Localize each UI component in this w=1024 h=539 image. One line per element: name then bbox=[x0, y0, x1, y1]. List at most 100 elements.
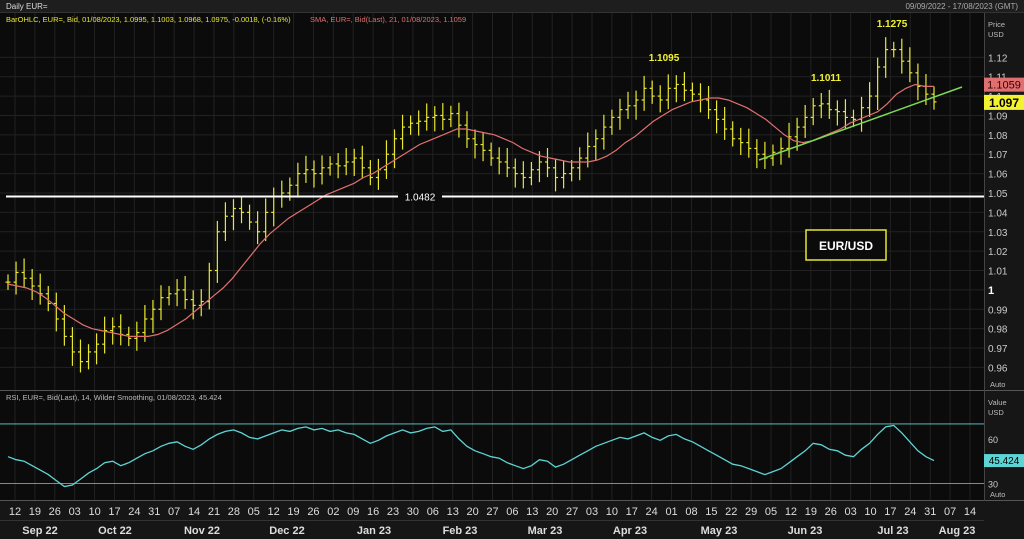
ohlc-bar bbox=[810, 98, 816, 126]
ohlc-bar bbox=[142, 305, 148, 342]
ohlc-bar bbox=[69, 327, 75, 366]
ohlc-bar bbox=[593, 129, 599, 161]
ohlc-bar bbox=[29, 268, 35, 300]
rsi-value-tag bbox=[984, 454, 1024, 468]
x-month-label: Jul 23 bbox=[877, 525, 908, 537]
ohlc-bar bbox=[222, 202, 228, 242]
x-day-label: 07 bbox=[168, 506, 180, 518]
x-month-label: Oct 22 bbox=[98, 525, 132, 537]
ohlc-bar bbox=[102, 316, 108, 354]
price-tick-label: 0.98 bbox=[988, 325, 1008, 336]
ohlc-bar bbox=[714, 100, 720, 134]
x-day-label: 21 bbox=[208, 506, 220, 518]
ohlc-bar bbox=[158, 285, 164, 321]
ohlc-bar bbox=[802, 105, 808, 138]
ohlc-bar bbox=[931, 86, 937, 110]
ohlc-bar bbox=[915, 63, 921, 101]
x-day-label: 16 bbox=[367, 506, 379, 518]
x-day-label: 02 bbox=[327, 506, 339, 518]
x-day-label: 27 bbox=[566, 506, 578, 518]
x-day-label: 03 bbox=[586, 506, 598, 518]
x-day-label: 17 bbox=[626, 506, 638, 518]
price-axis-bg bbox=[984, 13, 1024, 390]
x-day-label: 07 bbox=[944, 506, 956, 518]
ohlc-bar bbox=[230, 199, 236, 231]
ohlc-bar bbox=[383, 140, 389, 180]
x-day-label: 26 bbox=[49, 506, 61, 518]
annotation-high-jun: 1.1011 bbox=[811, 73, 841, 84]
x-month-label: Jun 23 bbox=[788, 525, 823, 537]
rsi-tick-label: 60 bbox=[988, 435, 998, 445]
price-axis-title: Price bbox=[988, 20, 1005, 29]
price-tick-label: 0.97 bbox=[988, 344, 1008, 355]
ohlc-bar bbox=[617, 98, 623, 130]
support-label: 1.0482 bbox=[405, 192, 436, 203]
ohlc-bar bbox=[665, 74, 671, 110]
price-axis-unit: USD bbox=[988, 30, 1004, 39]
ohlc-legend: BarOHLC, EUR=, Bid, 01/08/2023, 1.0995, … bbox=[6, 15, 291, 24]
x-day-label: 29 bbox=[745, 506, 757, 518]
ohlc-bar bbox=[303, 155, 309, 183]
x-month-label: May 23 bbox=[701, 525, 738, 537]
price-tick-label: 1.06 bbox=[988, 170, 1008, 181]
ohlc-bar bbox=[351, 148, 357, 176]
x-month-label: Mar 23 bbox=[528, 525, 563, 537]
price-auto-label[interactable]: Auto bbox=[990, 380, 1005, 389]
ohlc-bar bbox=[577, 147, 583, 181]
ohlc-bar bbox=[110, 317, 116, 345]
ohlc-bar bbox=[480, 132, 486, 162]
last-price-tag-text: 1.097 bbox=[989, 96, 1019, 110]
sma-line bbox=[7, 83, 934, 337]
x-day-label: 26 bbox=[825, 506, 837, 518]
ohlc-bar bbox=[907, 47, 913, 83]
ohlc-bar bbox=[706, 86, 712, 119]
ohlc-bar bbox=[247, 204, 253, 230]
x-day-label: 01 bbox=[665, 506, 677, 518]
ohlc-bar bbox=[182, 275, 188, 309]
price-tick-label: 1 bbox=[988, 285, 994, 297]
sma-legend: SMA, EUR=, Bid(Last), 21, 01/08/2023, 1.… bbox=[310, 15, 466, 24]
x-month-label: Feb 23 bbox=[443, 525, 478, 537]
ohlc-bar bbox=[657, 85, 663, 113]
ohlc-bar bbox=[746, 128, 752, 158]
rsi-auto-label[interactable]: Auto bbox=[990, 490, 1005, 499]
ohlc-bar bbox=[408, 115, 414, 135]
x-day-label: 19 bbox=[29, 506, 41, 518]
date-range: 09/09/2022 - 17/08/2023 (GMT) bbox=[905, 2, 1018, 11]
ohlc-bar bbox=[553, 158, 559, 192]
rsi-levels bbox=[0, 423, 984, 484]
ohlc-bar bbox=[625, 91, 631, 119]
ohlc-bar bbox=[343, 148, 349, 176]
x-day-label: 27 bbox=[486, 506, 498, 518]
x-day-label: 13 bbox=[447, 506, 459, 518]
x-day-label: 10 bbox=[864, 506, 876, 518]
x-day-label: 12 bbox=[785, 506, 797, 518]
x-month-label: Aug 23 bbox=[939, 525, 976, 537]
ohlc-bar bbox=[392, 129, 398, 169]
sma-price-tag-text: 1.1059 bbox=[987, 80, 1021, 92]
ohlc-bar bbox=[327, 156, 333, 176]
sma-price-tag bbox=[984, 77, 1024, 92]
x-day-label: 05 bbox=[765, 506, 777, 518]
rsi-axis-title: Value bbox=[988, 398, 1007, 407]
x-day-label: 05 bbox=[248, 506, 260, 518]
vertical-grid bbox=[14, 13, 971, 500]
price-tick-label: 1.04 bbox=[988, 208, 1008, 219]
x-month-label: Jan 23 bbox=[357, 525, 391, 537]
rsi-tick-label: 30 bbox=[988, 480, 998, 490]
ohlc-bar bbox=[5, 274, 11, 290]
ohlc-bar bbox=[335, 153, 341, 179]
ohlc-bar bbox=[842, 99, 848, 129]
ohlc-bar bbox=[520, 161, 526, 189]
price-tick-label: 1.03 bbox=[988, 228, 1008, 239]
x-day-label: 30 bbox=[407, 506, 419, 518]
ohlc-bar bbox=[94, 333, 100, 365]
x-day-label: 24 bbox=[904, 506, 916, 518]
ohlc-bar bbox=[730, 121, 736, 147]
x-day-label: 12 bbox=[9, 506, 21, 518]
x-day-label: 06 bbox=[506, 506, 518, 518]
x-day-label: 24 bbox=[646, 506, 658, 518]
rsi-axis-bg bbox=[984, 391, 1024, 501]
x-day-label: 17 bbox=[884, 506, 896, 518]
